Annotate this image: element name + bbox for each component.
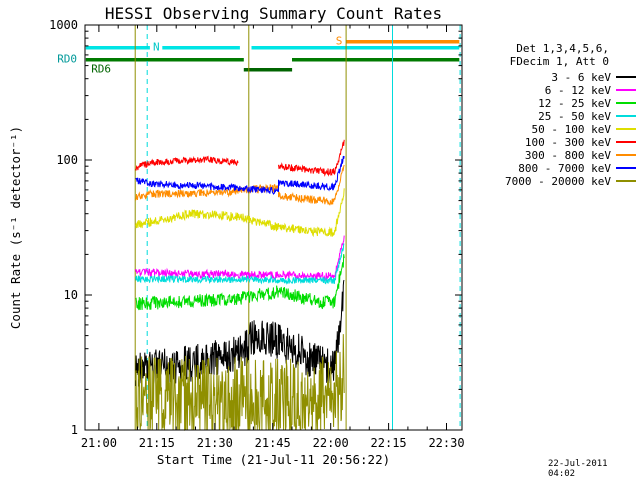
legend-item-label: 300 - 800 keV (524, 149, 611, 162)
series-6---12-keV (135, 235, 345, 281)
legend-item: 25 - 50 keV (484, 110, 636, 123)
series-7000---20000-keV (135, 334, 345, 432)
legend-item-swatch (616, 89, 636, 91)
x-tick-label: 21:00 (81, 436, 117, 450)
legend-item-swatch (616, 76, 636, 78)
series-25---50-keV (135, 243, 345, 285)
rd6-flag-bar-label: RD6 (91, 63, 111, 76)
night-flag-bar-label: N (153, 41, 160, 54)
x-tick-label: 22:15 (371, 436, 407, 450)
legend-item-swatch (616, 180, 636, 182)
rd0-flag-bar-label: RD0 (57, 53, 77, 66)
legend-item: 12 - 25 keV (484, 97, 636, 110)
y-axis: 1 10 100 1000 (49, 18, 462, 437)
legend-item-swatch (616, 115, 636, 117)
legend-item: 300 - 800 keV (484, 149, 636, 162)
plot-frame (84, 24, 463, 431)
series-lines (135, 139, 345, 432)
legend-header-decimation: FDecim 1, Att 0 (509, 55, 609, 68)
x-tick-label: 21:45 (255, 436, 291, 450)
legend-item-label: 25 - 50 keV (538, 110, 611, 123)
legend-item: 800 - 7000 keV (484, 162, 636, 175)
rd6-flag-bar: RD6 (91, 63, 293, 76)
y-tick-label: 100 (56, 153, 78, 167)
legend-item-swatch (616, 102, 636, 104)
legend-item: 6 - 12 keV (484, 84, 636, 97)
x-tick-label: 21:15 (139, 436, 175, 450)
chart-title: HESSI Observing Summary Count Rates (104, 4, 443, 23)
x-tick-label: 21:30 (197, 436, 233, 450)
legend-item-swatch (616, 154, 636, 156)
night-flag-bar: N (85, 41, 460, 54)
series-50---100-keV (135, 188, 345, 238)
legend-item: 3 - 6 keV (484, 71, 636, 84)
legend-header-detectors: Det 1,3,4,5,6, (516, 42, 609, 55)
y-tick-label: 1000 (49, 18, 78, 32)
x-axis-label: Start Time (21-Jul-11 20:56:22) (157, 452, 390, 467)
legend-item-label: 800 - 7000 keV (518, 162, 611, 175)
legend-item: 100 - 300 keV (484, 136, 636, 149)
saa-flag-bar: S (336, 35, 460, 48)
legend-item-swatch (616, 167, 636, 169)
legend-item-label: 50 - 100 keV (531, 123, 611, 136)
x-tick-label: 22:00 (313, 436, 349, 450)
series-100---300-keV (135, 139, 345, 177)
x-tick-label: 22:30 (428, 436, 464, 450)
series-800---7000-keV (135, 155, 345, 196)
legend-item: 7000 - 20000 keV (484, 175, 636, 188)
legend-item-label: 7000 - 20000 keV (505, 175, 611, 188)
legend-item-label: 100 - 300 keV (524, 136, 611, 149)
y-tick-label: 1 (71, 423, 78, 437)
y-axis-label: Count Rate (s⁻¹ detector⁻¹) (8, 126, 23, 329)
legend-item-label: 12 - 25 keV (538, 97, 611, 110)
legend: Det 1,3,4,5,6, FDecim 1, Att 0 3 - 6 keV… (484, 42, 636, 188)
legend-items: 3 - 6 keV 6 - 12 keV 12 - 25 keV 25 - 50 ke… (484, 71, 636, 188)
creation-timestamp: 22-Jul-2011 04:02 (548, 459, 608, 479)
saa-flag-bar-label: S (336, 35, 343, 48)
legend-item-label: 3 - 6 keV (551, 71, 611, 84)
y-tick-label: 10 (64, 288, 78, 302)
legend-item-swatch (616, 141, 636, 143)
series-12---25-keV (135, 254, 345, 311)
x-axis: 21:00 21:15 21:30 21:45 22:00 22:15 22:30 (81, 25, 465, 450)
rd0-flag-bar: RD0 (57, 53, 460, 66)
legend-item: 50 - 100 keV (484, 123, 636, 136)
legend-item-swatch (616, 128, 636, 130)
legend-item-label: 6 - 12 keV (544, 84, 611, 97)
